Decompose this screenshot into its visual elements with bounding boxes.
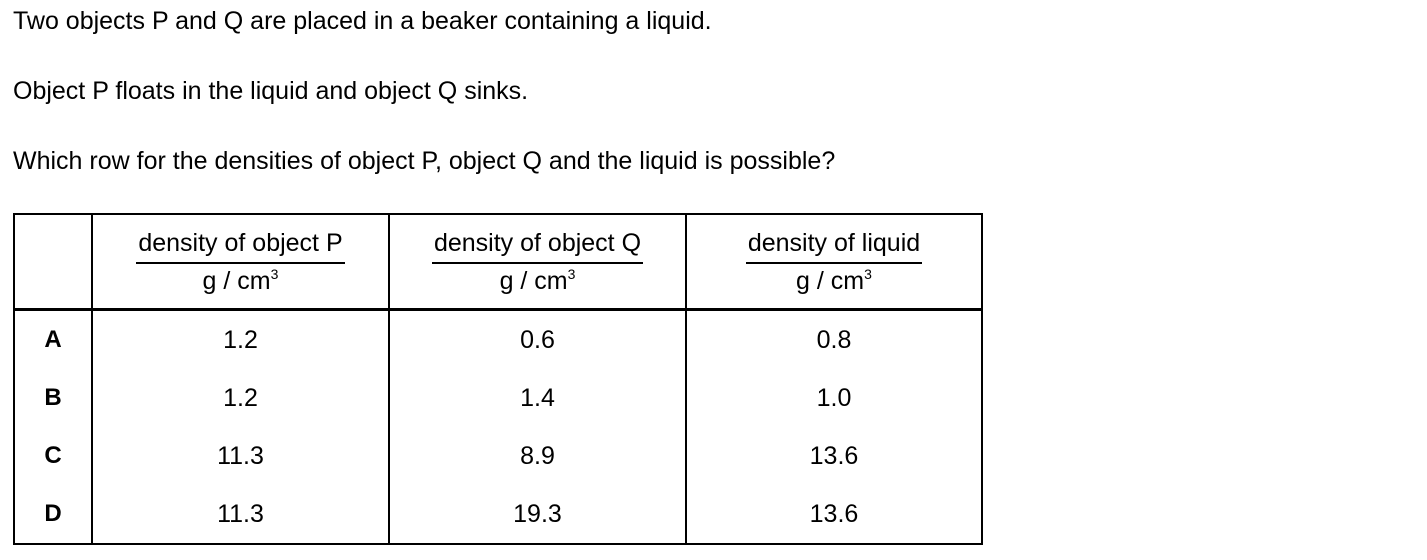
header-density-q: density of object Q g / cm3 (388, 214, 687, 311)
table-row: D 11.3 19.3 13.6 (13, 485, 983, 544)
header-unit-text: g / cm (202, 266, 271, 295)
density-p-value: 1.2 (91, 369, 390, 427)
question-line-3: Which row for the densities of object P,… (13, 147, 836, 175)
header-unit-sup: 3 (567, 265, 576, 282)
density-liquid-value: 0.8 (685, 309, 983, 369)
density-liquid-value: 13.6 (685, 485, 983, 544)
question-line-1: Two objects P and Q are placed in a beak… (13, 7, 712, 35)
density-q-value: 1.4 (388, 369, 687, 427)
table-header-row: density of object P g / cm3 density of o… (13, 214, 983, 311)
density-liquid-value: 13.6 (685, 427, 983, 485)
header-unit: g / cm3 (136, 264, 344, 296)
density-p-value: 11.3 (91, 427, 390, 485)
density-table: density of object P g / cm3 density of o… (13, 213, 983, 545)
header-unit-text: g / cm (499, 266, 568, 295)
table-row: C 11.3 8.9 13.6 (13, 427, 983, 485)
density-q-value: 0.6 (388, 309, 687, 369)
question-line-2: Object P floats in the liquid and object… (13, 77, 529, 105)
header-corner-cell (13, 214, 93, 311)
header-unit: g / cm3 (746, 264, 922, 296)
density-liquid-value: 1.0 (685, 369, 983, 427)
density-p-value: 11.3 (91, 485, 390, 544)
header-name: density of liquid (745, 228, 923, 264)
row-letter: D (13, 485, 93, 544)
table-row: A 1.2 0.6 0.8 (13, 309, 983, 369)
header-unit-sup: 3 (864, 265, 872, 282)
table-row: B 1.2 1.4 1.0 (13, 369, 983, 427)
header-unit-sup: 3 (270, 265, 279, 282)
density-q-value: 19.3 (388, 485, 687, 544)
header-density-liquid: density of liquid g / cm3 (685, 214, 983, 311)
row-letter: C (13, 427, 93, 485)
header-unit-text: g / cm (796, 266, 865, 295)
header-name: density of object Q (431, 228, 644, 264)
row-letter: B (13, 369, 93, 427)
header-unit: g / cm3 (432, 264, 643, 296)
density-p-value: 1.2 (91, 309, 390, 369)
header-density-p: density of object P g / cm3 (91, 214, 390, 311)
header-name: density of object P (136, 228, 345, 264)
row-letter: A (13, 309, 93, 369)
density-q-value: 8.9 (388, 427, 687, 485)
